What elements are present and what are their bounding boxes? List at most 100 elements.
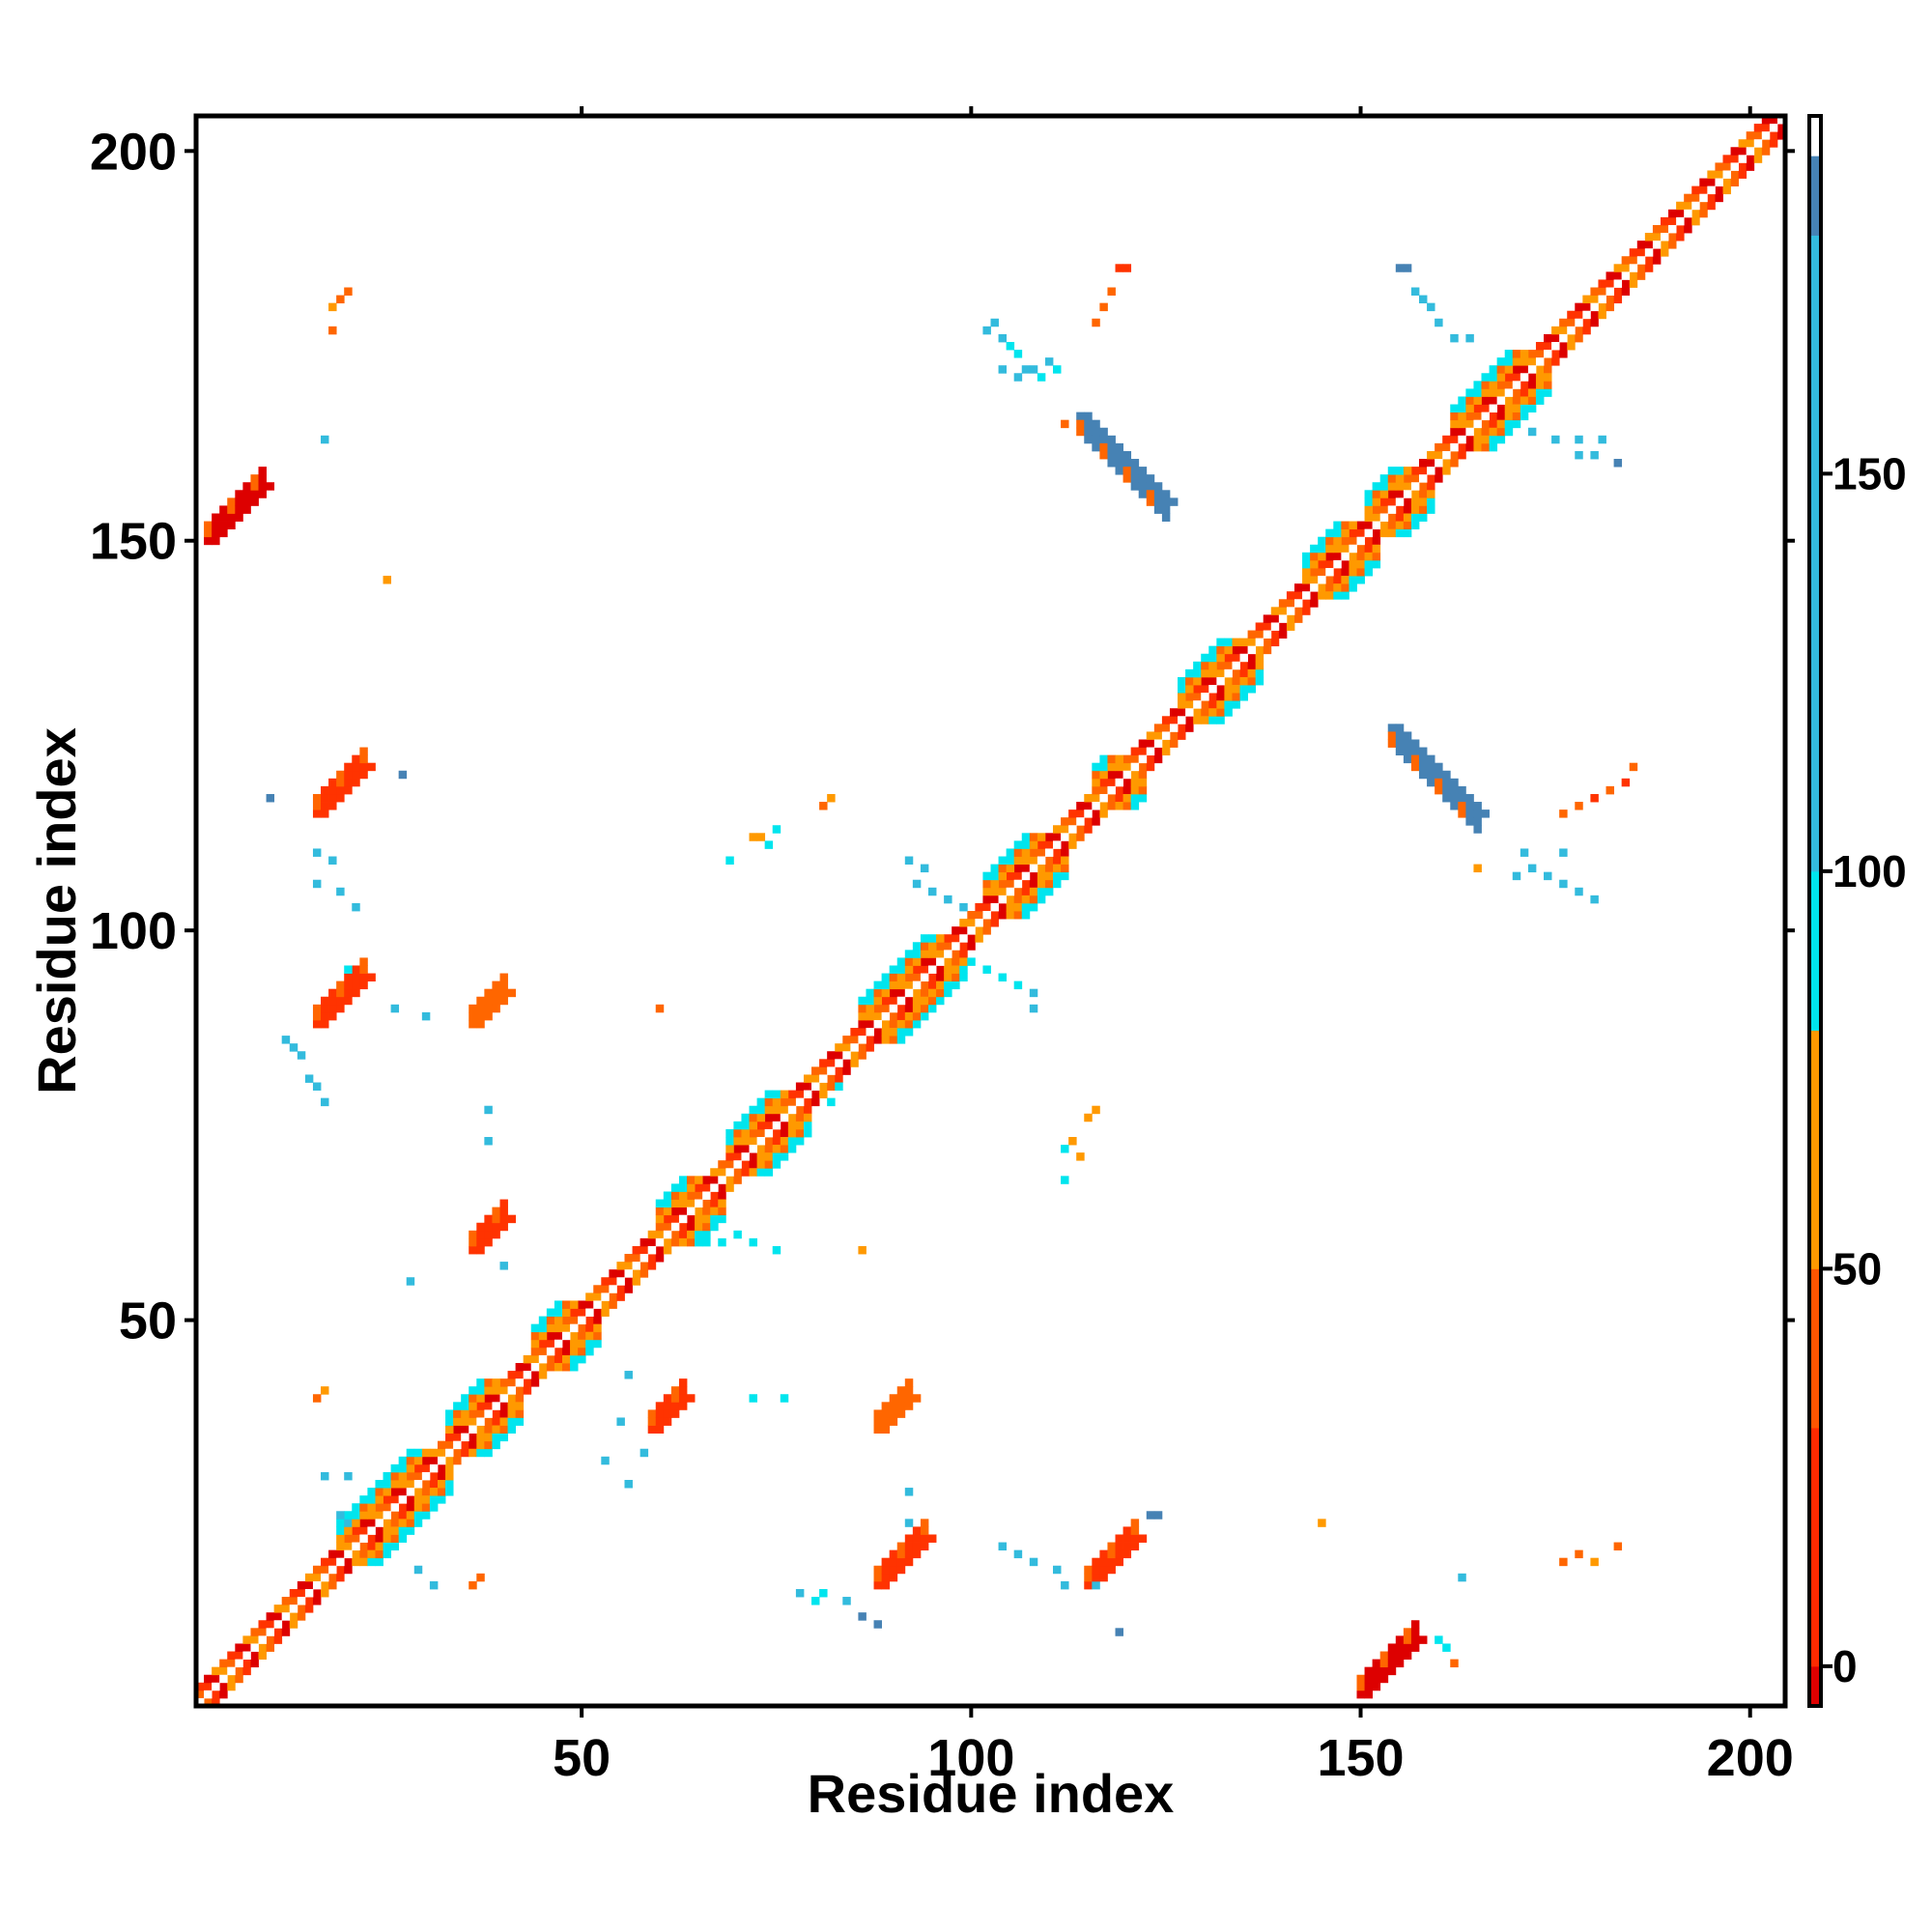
heatmap-cell (1527, 373, 1537, 382)
heatmap-cell (499, 1417, 508, 1426)
heatmap-cell (336, 785, 345, 795)
heatmap-cell (1419, 762, 1428, 772)
heatmap-cell (227, 1659, 236, 1668)
heatmap-cell (390, 1511, 400, 1520)
heatmap-cell (1333, 567, 1342, 577)
heatmap-cell (1668, 241, 1677, 249)
heatmap-cell (1559, 341, 1568, 351)
heatmap-cell (1427, 490, 1435, 498)
heatmap-cell (469, 1409, 477, 1418)
diagonal-cell (570, 1323, 579, 1333)
diagonal-cell (1652, 241, 1662, 249)
heatmap-cell (1395, 1643, 1405, 1652)
diagonal-cell (367, 1526, 376, 1535)
heatmap-cell (578, 1339, 586, 1349)
heatmap-cell (1130, 474, 1140, 483)
heatmap-cell (787, 1128, 797, 1138)
heatmap-cell (212, 1697, 220, 1707)
heatmap-cell (952, 950, 960, 958)
heatmap-cell (1255, 630, 1264, 639)
heatmap-cell (530, 1371, 540, 1379)
heatmap-cell (1208, 676, 1217, 686)
heatmap-cell (1410, 497, 1420, 506)
heatmap-cell (1006, 341, 1015, 351)
heatmap-cell (336, 1534, 345, 1543)
y-tick-label: 150 (90, 513, 177, 571)
heatmap-cell (492, 1378, 500, 1387)
heatmap-cell (1193, 676, 1202, 686)
heatmap-cell (873, 988, 882, 998)
heatmap-cell (266, 793, 275, 803)
heatmap-cell (469, 1386, 477, 1395)
heatmap-cell (835, 1043, 843, 1052)
diagonal-cell (1699, 193, 1708, 203)
heatmap-cell (359, 973, 368, 982)
heatmap-cell (367, 1495, 376, 1504)
heatmap-cell (530, 1323, 540, 1333)
heatmap-cell (523, 1378, 532, 1387)
heatmap-cell (554, 1316, 563, 1325)
heatmap-cell (881, 973, 891, 982)
heatmap-cell (570, 1347, 579, 1356)
heatmap-cell (375, 1542, 384, 1551)
heatmap-cell (476, 1237, 485, 1247)
heatmap-cell (756, 1145, 766, 1153)
heatmap-cell (227, 505, 236, 514)
heatmap-cell (1387, 1659, 1397, 1668)
heatmap-cell (1551, 326, 1560, 335)
heatmap-cell (1575, 450, 1583, 460)
heatmap-cell (266, 1612, 275, 1621)
heatmap-cell (304, 1074, 314, 1083)
heatmap-cell (1310, 544, 1319, 554)
heatmap-cell (1395, 264, 1405, 272)
heatmap-cell (1730, 147, 1740, 156)
heatmap-cell (733, 1152, 742, 1161)
heatmap-cell (873, 1004, 882, 1013)
heatmap-cell (398, 1463, 408, 1473)
heatmap-cell (927, 957, 937, 966)
heatmap-cell (1092, 442, 1100, 452)
heatmap-cell (1068, 817, 1077, 826)
heatmap-cell (398, 1480, 408, 1489)
diagonal-cell (624, 1269, 633, 1278)
heatmap-cell (624, 1285, 633, 1293)
heatmap-cell (772, 1136, 781, 1146)
heatmap-cell (1029, 871, 1038, 881)
heatmap-cell (1349, 567, 1357, 577)
heatmap-cell (601, 1456, 610, 1465)
heatmap-cell (889, 1417, 898, 1426)
diagonal-cell (1239, 653, 1248, 663)
heatmap-cell (1053, 848, 1062, 857)
heatmap-cell (1722, 178, 1731, 187)
heatmap-cell (904, 856, 914, 865)
heatmap-cell (304, 1597, 314, 1605)
heatmap-cell (967, 942, 976, 951)
diagonal-cell (375, 1519, 384, 1527)
diagonal-cell (1053, 840, 1062, 849)
heatmap-cell (367, 973, 376, 982)
heatmap-cell (476, 1573, 485, 1582)
heatmap-cell (695, 1207, 703, 1216)
heatmap-cell (1512, 365, 1521, 374)
heatmap-cell (655, 1004, 665, 1013)
heatmap-cell (336, 1573, 345, 1582)
diagonal-cell (670, 1222, 680, 1232)
heatmap-cell (764, 1090, 774, 1099)
heatmap-cell (359, 965, 368, 974)
heatmap-cell (1489, 388, 1498, 397)
heatmap-cell (1776, 131, 1786, 140)
heatmap-cell (1216, 700, 1225, 709)
heatmap-cell (1504, 357, 1514, 366)
heatmap-cell (1707, 201, 1716, 211)
heatmap-cell (1325, 544, 1334, 554)
heatmap-cell (1053, 833, 1062, 841)
heatmap-cell (1660, 224, 1669, 234)
heatmap-cell (1061, 1176, 1069, 1184)
heatmap-cell (1761, 147, 1771, 156)
heatmap-cell (1403, 528, 1412, 538)
heatmap-cell (1092, 793, 1100, 803)
diagonal-cell (1567, 326, 1576, 335)
x-tick-label: 150 (1317, 1729, 1404, 1787)
heatmap-cell (515, 1362, 525, 1372)
heatmap-cell (655, 1425, 665, 1434)
